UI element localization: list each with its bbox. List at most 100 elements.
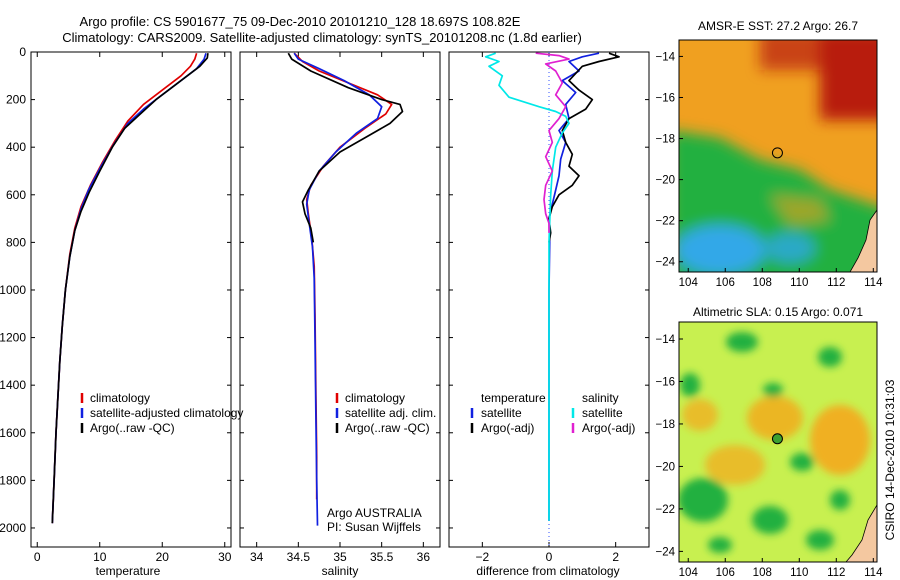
temperature-legend-label-satellite: satellite-adjusted climatology <box>90 406 243 420</box>
sla-map-xtick-label: 112 <box>827 567 845 579</box>
difference-legend-temperature-label-argo: Argo(-adj) <box>481 421 534 435</box>
temperature-xtick-label: 20 <box>156 550 170 564</box>
sla-map-ytick-label: −22 <box>655 504 675 516</box>
salinity-series <box>287 52 404 526</box>
depth-tick-label: 1000 <box>0 283 26 297</box>
temperature-legend-label-climatology: climatology <box>90 391 150 405</box>
sla-map-xtick-label: 106 <box>716 567 735 579</box>
depth-tick-label: 400 <box>6 140 26 154</box>
difference-series-temperature-satellite <box>548 52 600 521</box>
sla-map-ytick-label: −16 <box>655 376 675 388</box>
salinity-xlabel: salinity <box>322 564 359 578</box>
temperature-xtick-label: 30 <box>218 550 232 564</box>
sst-zone-mid-patch <box>770 195 830 225</box>
difference-xtick-label: −2 <box>475 550 489 564</box>
figure-title-line2: Climatology: CARS2009. Satellite-adjuste… <box>62 30 582 45</box>
sst-map-frame <box>678 39 878 273</box>
difference-legend-temperature: temperature satellite Argo(-adj) <box>470 391 546 435</box>
difference-xlabel: difference from climatology <box>476 564 619 578</box>
sst-map-ytick-label: −24 <box>655 257 675 269</box>
salinity-legend-label-climatology: climatology <box>345 391 405 405</box>
sla-map-ytick-label: −24 <box>655 546 675 558</box>
depth-tick-label: 0 <box>19 45 26 59</box>
sla-argo-marker <box>771 433 783 445</box>
depth-tick-label: 1400 <box>0 378 26 392</box>
depth-tick-label: 600 <box>6 188 26 202</box>
difference-series-temperature-argo <box>548 52 620 243</box>
temperature-legend: climatology satellite-adjusted climatolo… <box>80 391 243 435</box>
salinity-legend: climatology satellite adj. clim. Argo(..… <box>335 391 436 435</box>
sst-land <box>849 209 877 272</box>
credit-program: Argo AUSTRALIA <box>327 506 422 520</box>
depth-tick-label: 1600 <box>0 426 26 440</box>
sst-zone-warm-ne <box>820 40 877 120</box>
difference-legend-salinity-heading: salinity <box>582 391 619 405</box>
sst-map-xtick-label: 112 <box>827 277 845 289</box>
depth-tick-label: 800 <box>6 235 26 249</box>
salinity-xtick-label: 34 <box>250 550 264 564</box>
depth-tick-label: 2000 <box>0 521 26 535</box>
sst-map-ytick-label: −18 <box>655 134 675 146</box>
sst-zone-cold-e <box>765 233 815 263</box>
salinity-xtick-label: 35 <box>333 550 347 564</box>
sla-zone-low-6 <box>679 478 728 522</box>
sla-zone-low-2 <box>818 347 842 367</box>
sst-zone-cold-w <box>679 225 765 272</box>
sla-map-frame <box>678 321 878 563</box>
salinity-xtick-label: 36 <box>417 550 431 564</box>
sla-zone-high-3 <box>705 445 765 485</box>
sla-zone-low-8 <box>830 490 850 510</box>
salinity-legend-label-argo: Argo(..raw -QC) <box>345 421 430 435</box>
sst-map-field <box>679 40 877 272</box>
temperature-legend-label-argo: Argo(..raw -QC) <box>90 421 175 435</box>
sst-map-xtick-label: 110 <box>790 277 808 289</box>
salinity-series-argo <box>287 52 404 243</box>
difference-xtick-label: 2 <box>612 550 619 564</box>
salinity-axes: 34 34.5 35 35.5 36 <box>240 51 440 564</box>
sla-map-xtick-label: 114 <box>864 567 883 579</box>
sla-land <box>845 504 877 562</box>
figure-title-line1: Argo profile: CS 5901677_75 09-Dec-2010 … <box>80 14 521 29</box>
sla-map-axes: 104 106 108 110 112 114 −14 −16 −18 −20 −22 −24 <box>655 334 883 579</box>
difference-series <box>484 52 620 521</box>
salinity-xtick-label: 34.5 <box>287 550 311 564</box>
sst-argo-marker <box>771 147 783 159</box>
temperature-xtick-label: 0 <box>34 550 41 564</box>
sla-zone-low-3 <box>763 383 783 397</box>
sla-map-xtick-label: 104 <box>679 567 699 579</box>
difference-series-salinity-satellite <box>484 52 570 521</box>
sla-zone-low-4 <box>680 373 700 397</box>
difference-series-salinity-argo <box>535 52 570 233</box>
temperature-series-argo <box>51 53 209 524</box>
sla-zone-high-4 <box>682 399 718 431</box>
salinity-xtick-label: 35.5 <box>370 550 394 564</box>
temperature-xtick-label: 10 <box>93 550 107 564</box>
temperature-xlabel: temperature <box>96 564 161 578</box>
difference-legend-temperature-label-satellite: satellite <box>481 406 522 420</box>
sla-map-title: Altimetric SLA: 0.15 Argo: 0.071 <box>693 305 863 319</box>
salinity-panel-frame <box>239 51 441 548</box>
temperature-axes: 0 10 20 30 0 200 400 600 800 1000 1200 1400 1600 1800… <box>0 45 232 564</box>
sla-map-xtick-label: 108 <box>753 567 772 579</box>
depth-tick-label: 200 <box>6 93 26 107</box>
sla-map-xtick-label: 110 <box>790 567 808 579</box>
credit-stamp: CSIRO 14-Dec-2010 10:31:03 <box>883 379 897 540</box>
sst-map-xtick-label: 106 <box>716 277 735 289</box>
sla-map-ytick-label: −18 <box>655 419 675 431</box>
difference-xtick-label: 0 <box>546 550 553 564</box>
sst-map-title: AMSR-E SST: 27.2 Argo: 26.7 <box>698 19 858 33</box>
sla-map-ytick-label: −14 <box>655 334 675 346</box>
sst-map-axes: 104 106 108 110 112 114 −14 −16 −18 −20 −22 −24 <box>655 51 883 289</box>
depth-tick-label: 1200 <box>0 331 26 345</box>
depth-tick-label: 1800 <box>0 473 26 487</box>
difference-legend-salinity-label-argo: Argo(-adj) <box>582 421 635 435</box>
temperature-series <box>51 52 209 524</box>
sla-zone-high-2 <box>747 396 803 440</box>
sst-zone-cool-tongue <box>700 170 780 215</box>
sla-zone-low-5 <box>790 453 814 471</box>
sst-map-xtick-label: 114 <box>864 277 883 289</box>
sla-map-ytick-label: −20 <box>655 461 675 473</box>
sla-zone-low-10 <box>708 537 732 553</box>
sla-zone-high-1 <box>810 405 870 475</box>
